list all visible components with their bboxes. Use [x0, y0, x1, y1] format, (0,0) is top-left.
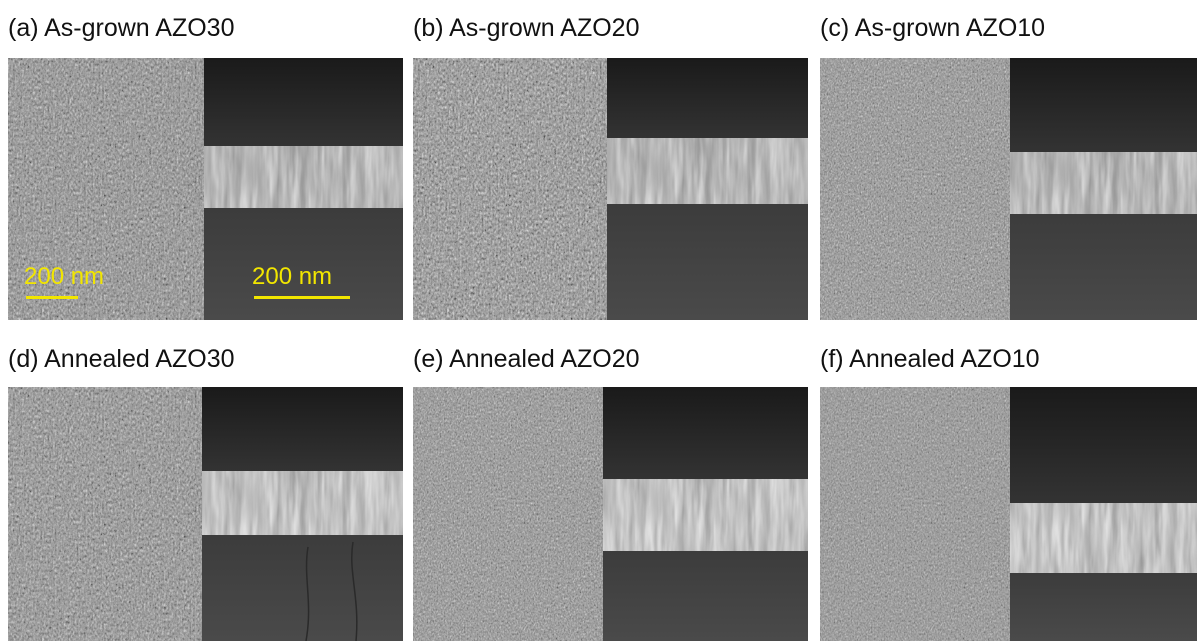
sem-micrograph	[8, 387, 403, 641]
panel-title: (b) As-grown AZO20	[413, 14, 640, 42]
sem-micrograph	[820, 58, 1197, 320]
panel-d: (d) Annealed AZO30	[8, 345, 408, 641]
scale-bar	[254, 296, 350, 299]
panel-title: (d) Annealed AZO30	[8, 345, 235, 373]
substrate-region	[1010, 214, 1197, 320]
panel-title: (f) Annealed AZO10	[820, 345, 1040, 373]
sem-micrograph	[413, 58, 808, 320]
substrate-region	[607, 204, 808, 320]
vacuum-region	[1010, 387, 1197, 503]
panel-e: (e) Annealed AZO20	[413, 345, 813, 641]
vacuum-region	[607, 58, 808, 138]
scale-bar-label: 200 nm	[24, 263, 105, 290]
panel-c: (c) As-grown AZO10	[820, 14, 1197, 324]
panel-title: (c) As-grown AZO10	[820, 14, 1046, 42]
substrate-region	[202, 535, 403, 641]
sem-micrograph	[413, 387, 808, 641]
vacuum-region	[202, 387, 403, 471]
panel-f: (f) Annealed AZO10	[820, 345, 1197, 641]
scale-bar	[26, 296, 78, 299]
vacuum-region	[603, 387, 808, 479]
panel-title: (a) As-grown AZO30	[8, 14, 235, 42]
substrate-region	[603, 551, 808, 641]
panel-b: (b) As-grown AZO20	[413, 14, 813, 324]
sem-micrograph: 200 nm 200 nm	[8, 58, 403, 320]
vacuum-region	[204, 58, 403, 146]
scale-bar-label: 200 nm	[252, 263, 333, 290]
substrate-region	[204, 208, 403, 320]
vacuum-region	[1010, 58, 1197, 152]
panel-title: (e) Annealed AZO20	[413, 345, 640, 373]
substrate-region	[1010, 573, 1197, 641]
panel-a: (a) As-grown AZO30 200 nm 200 nm	[8, 14, 408, 324]
sem-micrograph	[820, 387, 1197, 641]
